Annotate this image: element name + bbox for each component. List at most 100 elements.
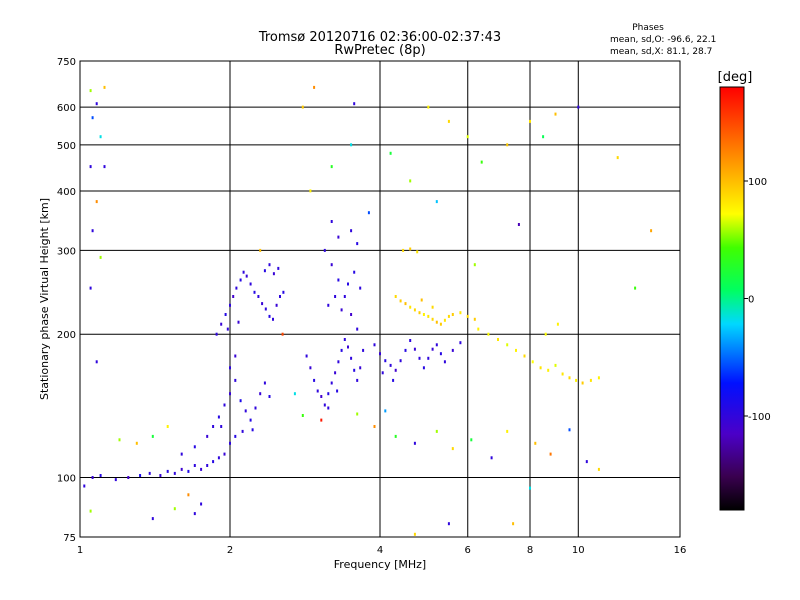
data-point [99, 135, 102, 139]
data-point [575, 378, 578, 382]
data-point [103, 165, 106, 169]
data-point [313, 85, 316, 89]
data-point [404, 302, 407, 306]
data-point [443, 318, 446, 322]
data-point [223, 403, 226, 407]
data-point [487, 332, 490, 336]
data-point [254, 406, 257, 410]
data-point [439, 322, 442, 326]
y-tick-label: 400 [57, 187, 76, 198]
data-point [523, 354, 526, 358]
data-point [151, 517, 154, 521]
data-point [235, 286, 238, 290]
data-point [89, 89, 92, 93]
data-point [616, 156, 619, 160]
data-point [309, 366, 312, 370]
data-point [309, 189, 312, 193]
x-tick-label: 1 [77, 545, 83, 556]
y-tick-label: 500 [57, 141, 76, 152]
data-point [356, 378, 359, 382]
data-point [350, 313, 353, 316]
data-point [399, 299, 402, 303]
data-point [253, 290, 256, 294]
data-point [148, 471, 151, 475]
data-point [581, 381, 584, 385]
data-point [127, 476, 130, 479]
colorbar-label: [deg] [718, 70, 753, 85]
data-point [268, 314, 271, 318]
x-tick-label: 10 [572, 545, 585, 556]
data-point [542, 135, 545, 139]
data-point [279, 295, 281, 298]
data-point [251, 428, 254, 432]
colorbar-tick-label: 100 [748, 177, 767, 188]
data-point [416, 250, 419, 254]
data-point [264, 307, 267, 311]
data-point [402, 248, 405, 252]
data-point [343, 338, 346, 341]
data-point [180, 467, 183, 471]
data-point [340, 348, 343, 352]
data-point [232, 295, 235, 298]
data-point [268, 263, 271, 267]
data-point [337, 278, 340, 282]
data-point [257, 295, 260, 298]
data-point [409, 305, 412, 309]
data-point [187, 469, 190, 473]
data-point [244, 409, 247, 413]
data-point [327, 406, 330, 410]
data-point [241, 429, 244, 433]
data-point [229, 392, 231, 396]
data-point [103, 85, 106, 89]
data-point [451, 313, 454, 316]
data-point [353, 368, 356, 372]
stats-title: Phases [632, 23, 664, 33]
data-point [229, 366, 231, 370]
data-point [394, 434, 397, 438]
data-point [347, 282, 349, 286]
data-point [337, 360, 340, 364]
data-point [327, 392, 330, 396]
data-point [259, 248, 262, 252]
data-point [217, 456, 220, 460]
data-point [431, 347, 434, 351]
data-point [459, 311, 462, 315]
data-point [234, 378, 237, 382]
data-point [293, 392, 296, 396]
data-point [275, 303, 278, 307]
data-point [356, 242, 359, 246]
data-point [394, 368, 397, 372]
x-tick-label: 16 [674, 545, 687, 556]
data-point [99, 255, 102, 259]
data-point [443, 360, 446, 364]
data-point [343, 295, 346, 298]
data-point [95, 200, 98, 204]
data-point [234, 354, 237, 358]
data-point [634, 286, 637, 290]
data-point [568, 376, 571, 380]
data-point [83, 484, 86, 488]
data-point [422, 366, 425, 370]
data-point [531, 360, 534, 364]
data-point [237, 320, 240, 324]
data-point [549, 452, 552, 456]
data-point [561, 372, 564, 376]
data-point [206, 464, 209, 467]
data-point [435, 320, 438, 324]
data-point [447, 119, 450, 123]
data-point [373, 343, 376, 347]
y-tick-label: 75 [63, 533, 76, 544]
stats-line-x: mean, sd,X: 81.1, 28.7 [610, 47, 712, 57]
data-point [517, 223, 520, 226]
data-point [313, 378, 316, 382]
x-tick-label: 8 [527, 545, 533, 556]
data-point [95, 360, 98, 364]
data-point [336, 389, 339, 393]
data-point [650, 229, 653, 233]
data-point [367, 211, 370, 215]
data-point [362, 348, 365, 352]
data-point [301, 105, 304, 109]
x-tick-label: 2 [227, 545, 233, 556]
data-point [422, 313, 425, 316]
data-point [447, 314, 450, 318]
